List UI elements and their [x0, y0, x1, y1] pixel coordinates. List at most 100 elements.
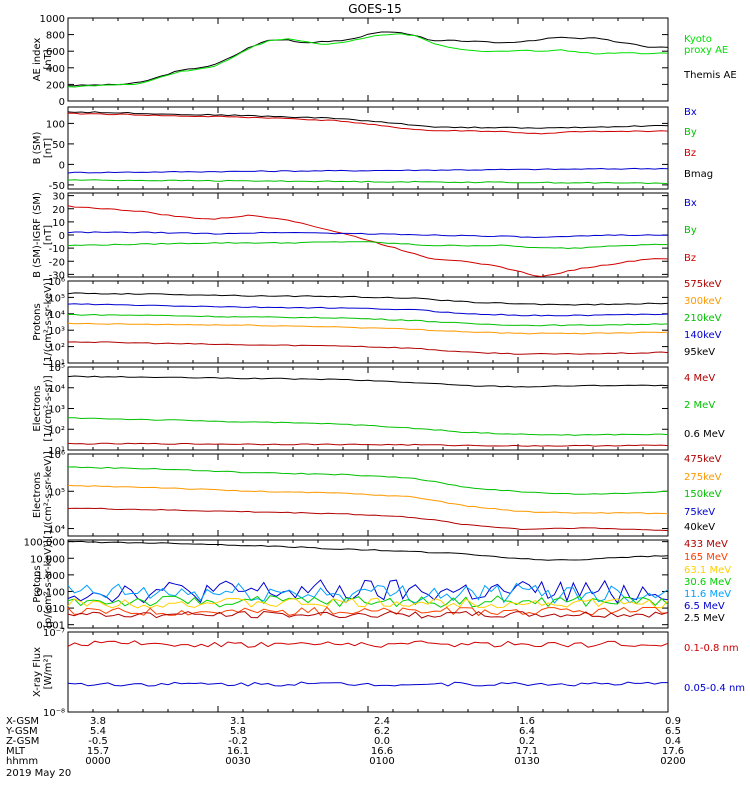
legend-label: 40keV [684, 522, 715, 533]
y-tick-label: 100.000 [24, 538, 65, 549]
x-row-value: 17.1 [516, 746, 538, 757]
x-row-value: 16.1 [227, 746, 249, 757]
series-bx [67, 231, 669, 239]
legend-label: Bz [684, 148, 696, 159]
x-row-value: 0130 [514, 756, 539, 767]
x-row-value: 0.2 [519, 736, 535, 747]
y-axis-label: Protons [32, 303, 43, 340]
x-row-value: 0.4 [665, 736, 681, 747]
series-by [67, 179, 669, 185]
y-tick-label: 400 [46, 64, 65, 75]
legend-label: 165 MeV [684, 552, 728, 563]
series-proton-noise [67, 597, 669, 609]
panel-frame [67, 366, 669, 451]
y-tick-label: 20 [52, 205, 65, 216]
series-0-6-mev [67, 375, 669, 388]
panel-protons1: 10¹ 10² 10³ 10⁴ 10⁵ 10⁶ Protons [1/(cm²-s-sr-ke… [32, 277, 722, 370]
legend-label: By [684, 225, 697, 236]
y-tick-label: 200 [46, 80, 65, 91]
legend-label: 30.6 MeV [684, 577, 731, 588]
panel-protons2: 0.001 0.010 0.100 1.000 10.000 100.000 Protons… [24, 538, 732, 632]
y-tick-label: 10³ [48, 326, 65, 337]
legend-label: 0.1-0.8 nm [684, 643, 739, 654]
legend-label: 300keV [684, 296, 722, 307]
y-axis-label: [p/(cm²-s-sr-keV)] [43, 540, 54, 628]
panel-frame [67, 106, 669, 190]
legend-label: proxy AE [684, 45, 728, 56]
legend-label: Themis AE [683, 70, 737, 81]
legend-label: 2.5 MeV [684, 613, 725, 624]
series-bmag [67, 111, 669, 129]
y-tick-label: 0 [59, 97, 65, 108]
x-row-value: 3.8 [90, 716, 106, 727]
y-tick-label: -50 [49, 181, 65, 192]
y-tick-label: 10 [52, 218, 65, 229]
series-140kev [67, 303, 669, 317]
panel-ae: 0 200 400 600 800 1000 AE index [nT] Kyotoproxy … [32, 14, 737, 108]
x-row-value: 1.6 [519, 716, 535, 727]
series-bz [67, 205, 669, 278]
y-tick-label: 600 [46, 47, 65, 58]
series-xray [67, 640, 669, 648]
x-row-value: 16.6 [371, 746, 393, 757]
x-row-value: 0100 [369, 756, 394, 767]
date-label: 2019 May 20 [6, 768, 71, 779]
y-tick-label: 10³ [48, 405, 65, 416]
x-row-label: Y-GSM [5, 726, 38, 737]
y-axis-label: B (SM)-IGRF (SM) [32, 192, 43, 278]
y-tick-label: -20 [49, 257, 65, 268]
y-axis-label: [nT] [43, 138, 54, 158]
legend-label: 210keV [684, 313, 722, 324]
legend-label: Bx [684, 198, 697, 209]
legend-label: Kyoto [684, 34, 712, 45]
x-row-value: 15.7 [87, 746, 109, 757]
y-axis-label: [1/(cm²-s-sr-keV)] [43, 451, 54, 539]
series-475kev [67, 507, 669, 532]
x-row-value: 5.4 [90, 726, 106, 737]
panel-frame [67, 539, 669, 629]
x-row-label: MLT [6, 746, 26, 757]
series-2-5-mev [67, 540, 669, 561]
x-row-value: 6.5 [665, 726, 681, 737]
x-row-value: 0.0 [374, 736, 390, 747]
series-by [67, 241, 669, 250]
y-tick-label: 10⁴ [48, 384, 65, 395]
y-axis-label: [nT] [43, 225, 54, 245]
y-tick-label: 10⁵ [48, 293, 65, 304]
y-axis-label: Electrons [32, 385, 43, 431]
x-row-value: -0.2 [228, 736, 248, 747]
series-300kev [67, 322, 669, 335]
chart-title: GOES-15 [348, 2, 402, 16]
legend-label: 63.1 MeV [684, 565, 731, 576]
y-tick-label: 10.000 [30, 554, 65, 565]
legend-label: 75keV [684, 507, 715, 518]
y-axis-label: Electrons [32, 472, 43, 518]
panel-electrons2: 10⁴ 10⁵ 10⁶ Electrons [1/(cm²-s-sr-keV)] 475k… [32, 450, 722, 539]
legend-label: 6.5 MeV [684, 601, 725, 612]
y-tick-label: 1000 [40, 14, 65, 25]
legend-label: 2 MeV [684, 400, 715, 411]
x-row-label: hhmm [6, 756, 38, 767]
y-axis-label: X-ray Flux [32, 647, 43, 697]
legend-label: 0.05-0.4 nm [684, 683, 745, 694]
x-row-value: 0200 [660, 756, 685, 767]
panel-frame [67, 17, 669, 102]
y-tick-label: 10⁵ [48, 487, 65, 498]
y-tick-label: 10⁴ [48, 525, 65, 536]
series-proton-noise [67, 606, 669, 617]
y-tick-label: 10¹ [48, 446, 65, 457]
panel-electrons1: 10¹ 10² 10³ 10⁴ 10⁵ Electrons [1/(cm²-s-sr)] 4 … [32, 363, 725, 457]
x-row-value: 17.6 [662, 746, 684, 757]
y-tick-label: 10⁶ [48, 450, 65, 461]
panel-bsmigrf: -30 -20 -10 0 10 20 30 B (SM)-IGRF (SM) [nT] Bx By… [32, 192, 697, 282]
y-tick-label: 50 [52, 140, 65, 151]
legend-label: 95keV [684, 347, 715, 358]
x-row-value: 0030 [225, 756, 250, 767]
x-row-label: Z-GSM [6, 736, 39, 747]
y-tick-label: -10 [49, 244, 65, 255]
y-tick-label: 0.010 [36, 604, 65, 615]
y-axis-label: AE index [32, 38, 43, 82]
series-themis-ae [68, 31, 669, 87]
y-tick-label: 0 [59, 231, 65, 242]
